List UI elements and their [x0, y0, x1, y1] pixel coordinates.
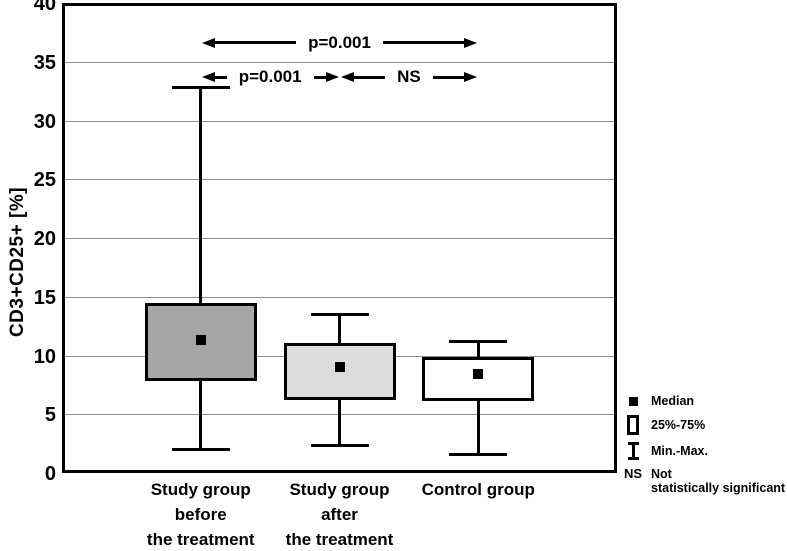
- significance-arrow-3: NS: [340, 66, 478, 88]
- legend-item-median-square: Median: [620, 394, 787, 408]
- iqr-box-group-3: [422, 356, 535, 402]
- legend: Median 25%-75% Min.-Max. NS Not statistically…: [620, 394, 787, 502]
- whisker-stem: [631, 445, 635, 457]
- significance-label: NS: [397, 67, 421, 87]
- right-arrowhead-icon: [464, 72, 478, 83]
- y-tick-label-10: 10: [33, 345, 56, 368]
- whisker-max-cap: [171, 86, 230, 90]
- gridline-20: [62, 238, 617, 239]
- plot-area: p=0.001 p=0.001 NS: [62, 3, 617, 473]
- legend-icon-cell: [620, 415, 646, 435]
- legend-label: 25%-75%: [651, 418, 706, 432]
- right-arrowhead-icon: [325, 72, 339, 83]
- legend-icon-cell: NS: [620, 467, 646, 481]
- arrow-line: [214, 41, 297, 45]
- arrow-line: [432, 75, 465, 79]
- gridline-35: [62, 61, 617, 63]
- y-axis-tick-labels: 0 5 10 15 20 25 30 35 40: [0, 0, 56, 551]
- whisker-top-cap: [627, 442, 639, 445]
- gridline-30: [62, 120, 617, 122]
- y-tick-label-30: 30: [33, 110, 56, 133]
- legend-label: Not statistically significant: [651, 467, 786, 495]
- legend-item-ns-text: NS Not statistically significant: [620, 467, 787, 496]
- arrow-line: [382, 41, 465, 45]
- significance-label: p=0.001: [238, 67, 302, 87]
- significance-label: p=0.001: [308, 32, 371, 52]
- whisker-lower-stem: [338, 400, 341, 446]
- legend-item-min-max-whisker: Min.-Max.: [620, 442, 787, 460]
- median-square-icon: [628, 396, 638, 406]
- median-marker-group-3: [473, 369, 484, 380]
- whisker-bottom-cap: [627, 457, 639, 460]
- y-tick-label-5: 5: [44, 404, 56, 427]
- right-arrowhead-icon: [464, 37, 478, 48]
- legend-item-box-25-75: 25%-75%: [620, 415, 787, 435]
- gridline-25: [62, 179, 617, 181]
- whisker-upper-stem: [476, 341, 480, 357]
- x-axis-label-group-2: Study group after the treatment: [285, 480, 394, 549]
- left-arrowhead-icon: [201, 37, 215, 48]
- legend-icon-cell: [620, 396, 646, 406]
- arrow-line: [313, 75, 326, 79]
- min-max-whisker-icon: [627, 442, 639, 460]
- whisker-min-cap: [449, 452, 508, 456]
- whisker-upper-stem: [338, 314, 341, 343]
- y-tick-label-0: 0: [44, 463, 56, 485]
- x-axis-label-group-3: Control group: [421, 480, 535, 499]
- whisker-lower-stem: [199, 381, 203, 450]
- y-tick-label-35: 35: [33, 51, 56, 74]
- whisker-lower-stem: [476, 401, 480, 455]
- x-axis-label-group-1: Study group before the treatment: [146, 480, 255, 549]
- left-arrowhead-icon: [340, 72, 354, 83]
- significance-arrow-1: p=0.001: [201, 32, 478, 54]
- arrow-line: [214, 75, 227, 79]
- ns-abbreviation: NS: [623, 466, 643, 481]
- whisker-upper-stem: [199, 87, 203, 303]
- whisker-max-cap: [449, 339, 508, 343]
- iqr-box-icon: [627, 415, 639, 435]
- whisker-min-cap: [310, 444, 369, 448]
- x-axis-labels: Study group before the treatment Study grou…: [62, 477, 617, 551]
- significance-arrow-2: p=0.001: [201, 66, 339, 88]
- arrow-line: [353, 75, 386, 79]
- whisker-max-cap: [310, 312, 369, 316]
- y-tick-label-20: 20: [33, 228, 56, 250]
- y-tick-label-25: 25: [33, 169, 56, 192]
- y-tick-label-15: 15: [33, 286, 56, 309]
- legend-label: Min.-Max.: [651, 444, 708, 458]
- legend-label: Median: [651, 394, 695, 408]
- y-tick-label-40: 40: [33, 0, 56, 15]
- left-arrowhead-icon: [201, 72, 215, 83]
- median-marker-group-2: [334, 362, 345, 373]
- median-marker-group-1: [195, 335, 206, 346]
- legend-icon-cell: [620, 442, 646, 460]
- gridline-15: [62, 296, 617, 298]
- whisker-min-cap: [171, 448, 230, 451]
